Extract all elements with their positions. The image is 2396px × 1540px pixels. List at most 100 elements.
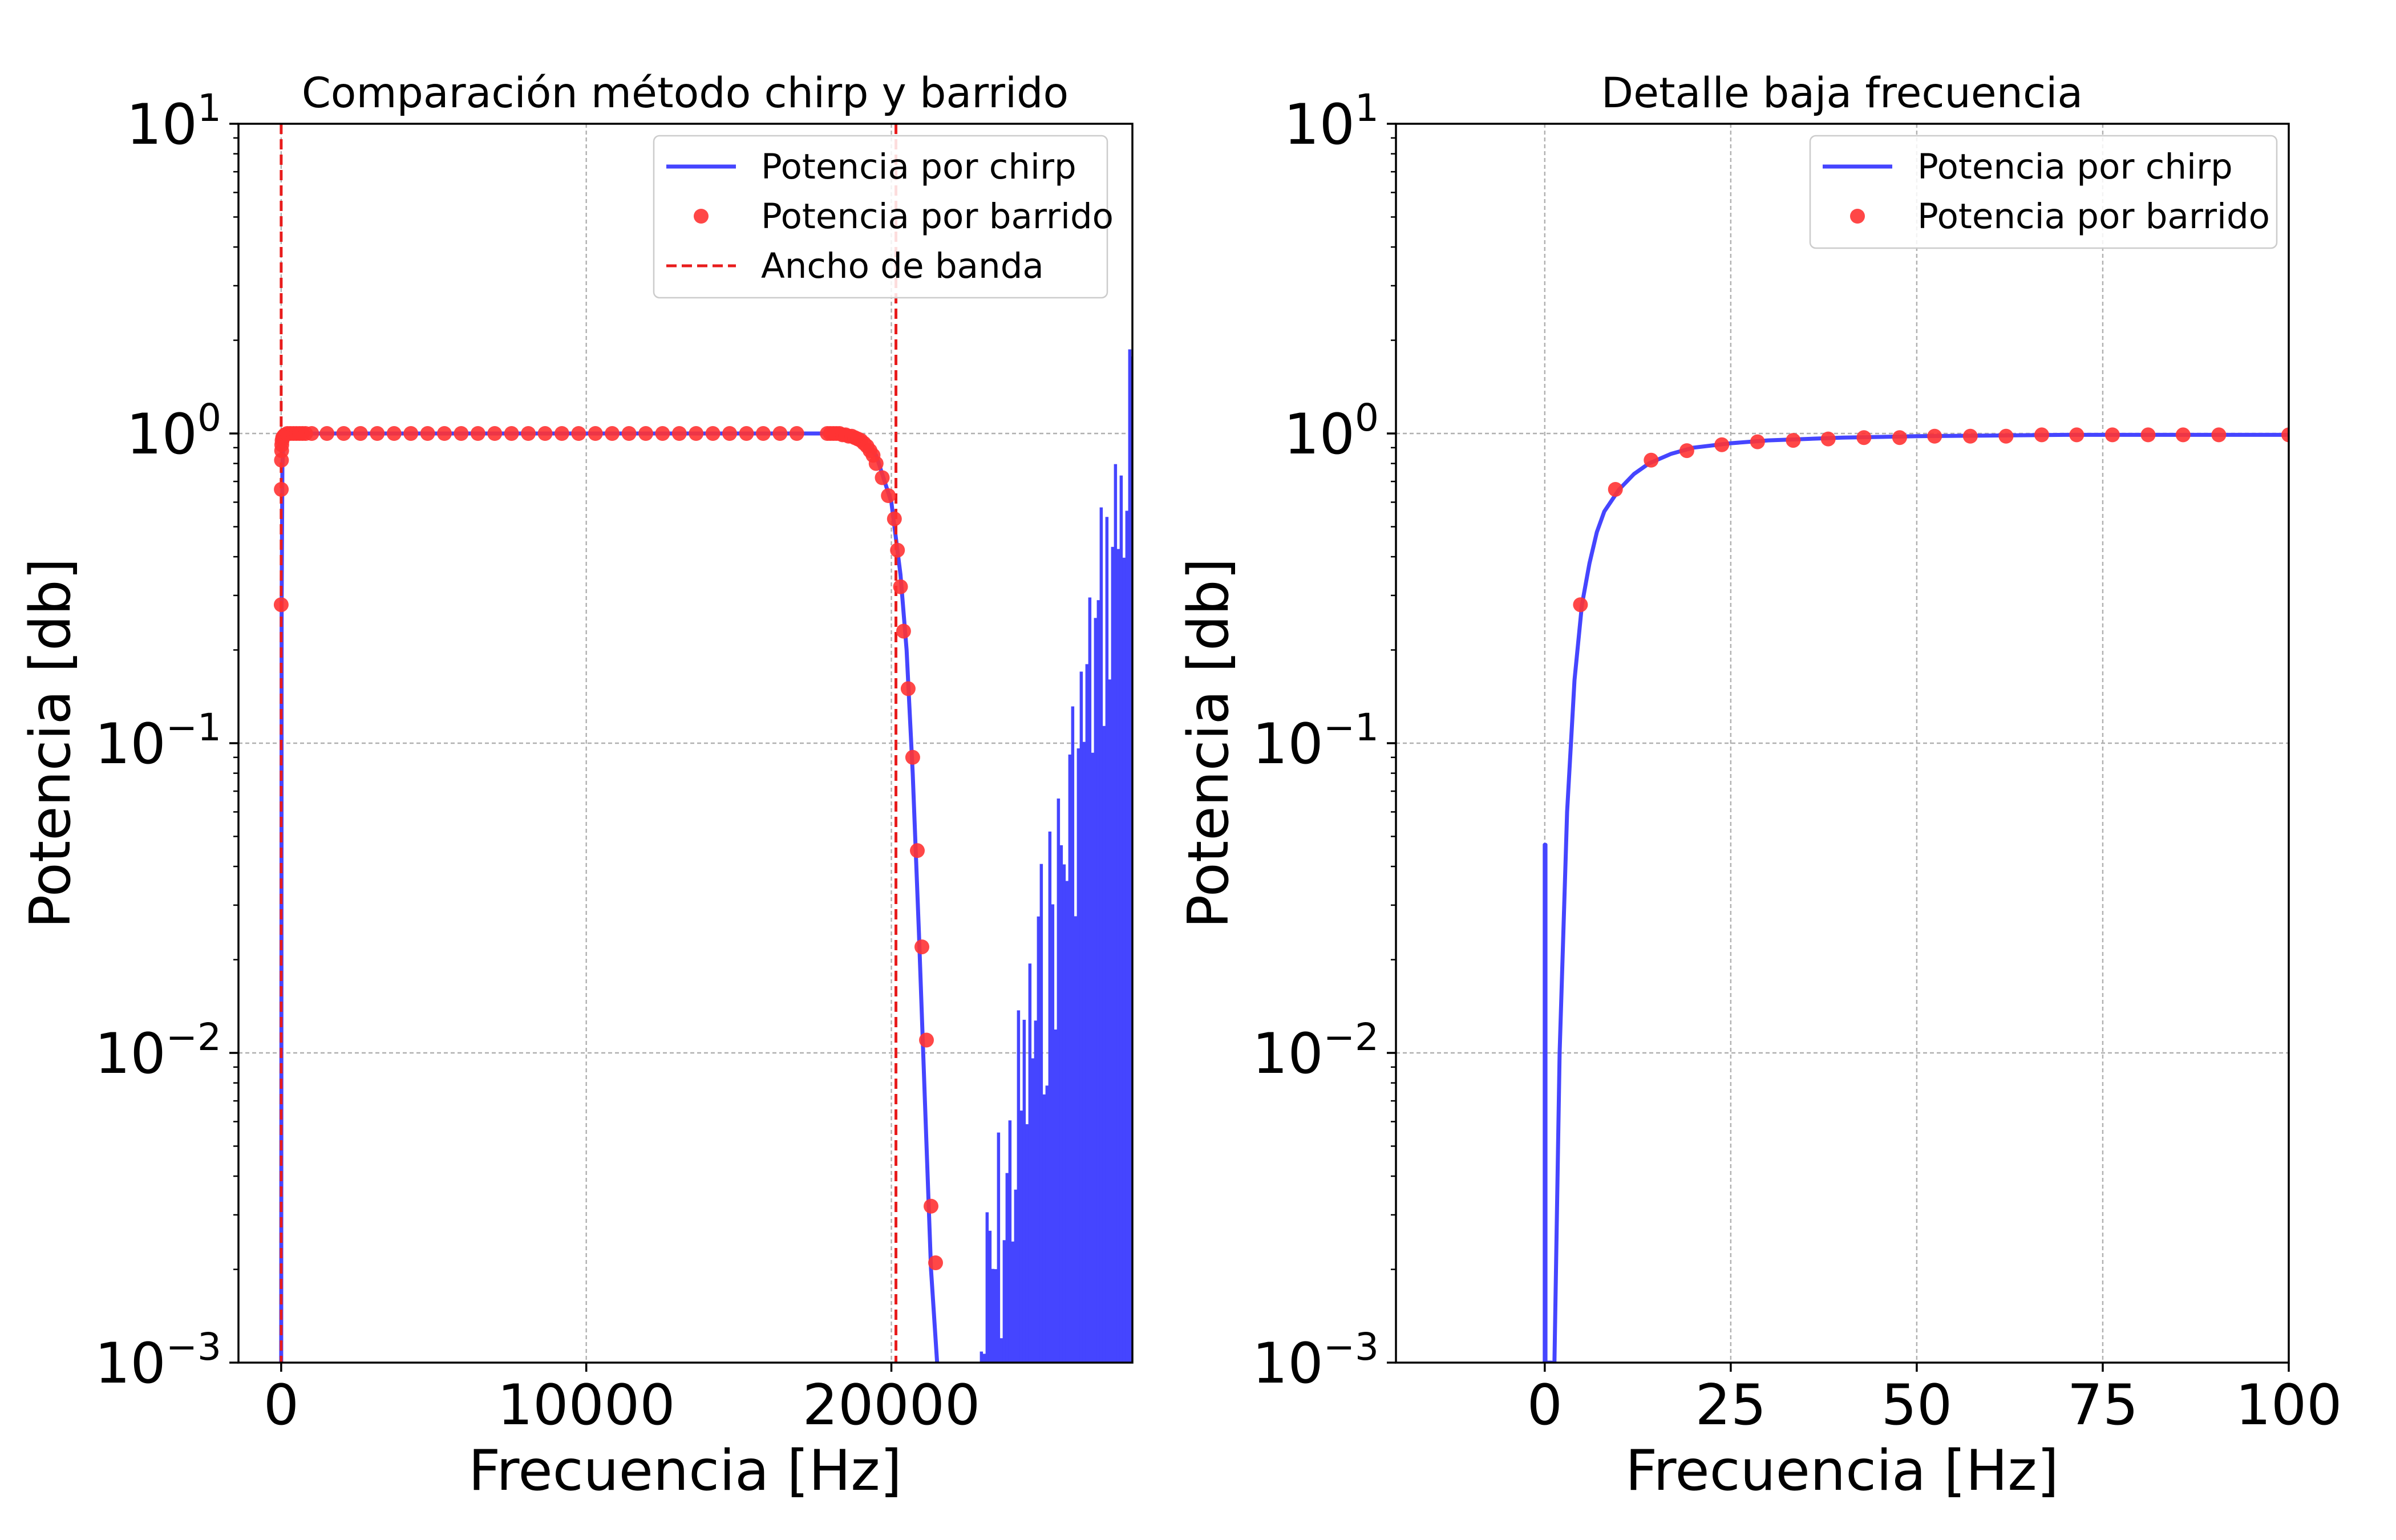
- legend-box: [1809, 135, 2278, 249]
- noise-spike: [1065, 881, 1069, 1363]
- sweep-point: [588, 426, 603, 441]
- sweep-point: [772, 426, 788, 441]
- sweep-point: [896, 623, 911, 639]
- sweep-point: [2034, 427, 2049, 443]
- noise-spike: [1031, 1058, 1035, 1363]
- x-tick-label: 75: [2067, 1373, 2139, 1438]
- plot-area: [1543, 427, 2289, 1363]
- noise-spike: [1039, 864, 1043, 1363]
- bandwidth-lines: [280, 124, 898, 1363]
- sweep-point: [868, 456, 884, 471]
- noise-spike: [1019, 1111, 1023, 1363]
- noise-spike: [1082, 741, 1086, 1363]
- sweep-point: [319, 426, 335, 441]
- sweep-point: [893, 579, 908, 594]
- noise-spike: [1099, 507, 1103, 1363]
- chart-title: Detalle baja frecuencia: [1601, 69, 2083, 117]
- sweep-point: [1927, 428, 1942, 444]
- noise-band: [980, 349, 1132, 1363]
- noise-spike: [1085, 664, 1089, 1363]
- sweep-point: [2104, 427, 2120, 443]
- x-ticks: 0 25 50 75 100: [1527, 1363, 2342, 1438]
- noise-spike: [1054, 1030, 1058, 1363]
- sweep-point: [914, 939, 929, 955]
- sweep-point: [928, 1255, 943, 1270]
- sweep-point: [621, 426, 637, 441]
- y-tick-label: 10−2: [95, 1015, 221, 1087]
- sweep-point: [420, 426, 435, 441]
- noise-spike: [1128, 349, 1132, 1363]
- chart-title: Comparación método chirp y barrido: [302, 69, 1069, 117]
- chart-left: Comparación método chirp y barrido 0 1000…: [18, 69, 1134, 1503]
- sweep-point: [2140, 427, 2156, 443]
- noise-spike: [1028, 963, 1032, 1363]
- sweep-point: [1892, 430, 1907, 445]
- sweep-point: [1714, 437, 1730, 452]
- noise-spike: [1042, 1094, 1046, 1363]
- x-tick-label: 25: [1695, 1373, 1767, 1438]
- legend-swatch-sweep: [694, 209, 709, 224]
- noise-spike: [1059, 845, 1063, 1363]
- noise-spike: [991, 1269, 995, 1363]
- noise-spike: [1051, 904, 1055, 1363]
- plot-area: [273, 124, 1132, 1363]
- y-tick-label: 100: [126, 396, 221, 467]
- noise-spike: [1057, 799, 1061, 1363]
- x-tick-label: 0: [1527, 1373, 1563, 1438]
- sweep-point: [274, 482, 289, 497]
- noise-spike: [1068, 754, 1072, 1363]
- noise-spike: [1094, 618, 1098, 1363]
- noise-spike: [1045, 1085, 1049, 1363]
- noise-spike: [1008, 1120, 1012, 1363]
- sweep-point: [890, 542, 905, 558]
- sweep-point: [2069, 427, 2085, 443]
- legend: Potencia por chirp Potencia por barrido: [1809, 135, 2278, 249]
- noise-spike: [1022, 1019, 1026, 1363]
- legend-label-chirp: Potencia por chirp: [761, 147, 1076, 187]
- sweep-point: [554, 426, 569, 441]
- x-ticks: 0 10000 20000: [264, 1363, 980, 1438]
- sweep-point: [900, 681, 916, 696]
- noise-spike: [1025, 1124, 1029, 1363]
- y-tick-label: 10−3: [1252, 1325, 1379, 1396]
- sweep-markers: [1573, 427, 2289, 613]
- noise-spike: [1091, 752, 1095, 1363]
- noise-spike: [999, 1338, 1003, 1363]
- sweep-point: [1962, 428, 1978, 444]
- noise-spike: [985, 1212, 989, 1363]
- sweep-point: [454, 426, 469, 441]
- y-tick-label: 10−1: [95, 706, 221, 777]
- x-tick-label: 10000: [497, 1373, 675, 1438]
- noise-spike: [994, 1269, 998, 1363]
- sweep-point: [881, 488, 896, 503]
- sweep-point: [910, 843, 925, 858]
- noise-spike: [1105, 517, 1109, 1363]
- noise-spike: [1011, 1241, 1015, 1363]
- x-tick-label: 50: [1881, 1373, 1953, 1438]
- noise-spike: [1037, 916, 1041, 1363]
- sweep-point: [755, 426, 771, 441]
- sweep-point: [605, 426, 620, 441]
- y-tick-label: 10−1: [1252, 706, 1379, 777]
- noise-spike: [982, 1353, 986, 1363]
- noise-spike: [1114, 464, 1118, 1363]
- sweep-point: [1679, 443, 1694, 459]
- sweep-point: [370, 426, 385, 441]
- noise-spike: [1074, 916, 1078, 1363]
- legend-label-chirp: Potencia por chirp: [1917, 147, 2233, 187]
- noise-spike: [1102, 726, 1106, 1363]
- sweep-point: [504, 426, 519, 441]
- sweep-point: [2281, 427, 2289, 443]
- legend: Potencia por chirp Potencia por barrido …: [653, 135, 1114, 299]
- sweep-point: [1856, 430, 1872, 445]
- noise-spike: [997, 1132, 1001, 1363]
- y-tick-label: 101: [1284, 86, 1379, 157]
- sweep-point: [1573, 597, 1588, 613]
- legend-label-bandwidth: Ancho de banda: [761, 246, 1044, 286]
- y-tick-label: 10−3: [95, 1325, 221, 1396]
- noise-spike: [980, 1351, 984, 1363]
- sweep-point: [739, 426, 754, 441]
- sweep-point: [905, 749, 920, 765]
- noise-spike: [1108, 679, 1112, 1363]
- sweep-point: [470, 426, 485, 441]
